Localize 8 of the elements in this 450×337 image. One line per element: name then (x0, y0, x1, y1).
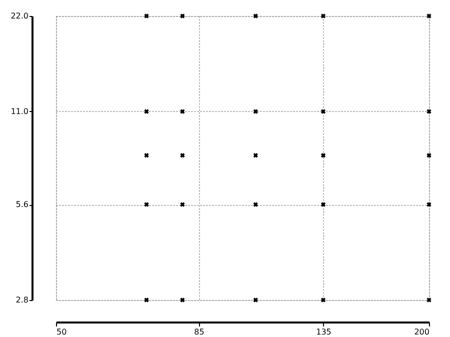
x-tick-label: 85 (194, 328, 204, 336)
y-tick-label: 22.0 (10, 12, 28, 20)
x-tick-label: 135 (316, 328, 332, 336)
y-tick-label: 11.0 (10, 106, 28, 116)
y-tick-label: 2.8 (16, 296, 28, 304)
x-tick-label: 50 (56, 328, 67, 336)
y-tick-label: 5.6 (16, 200, 28, 210)
x-tick-label: 200 (414, 328, 430, 336)
